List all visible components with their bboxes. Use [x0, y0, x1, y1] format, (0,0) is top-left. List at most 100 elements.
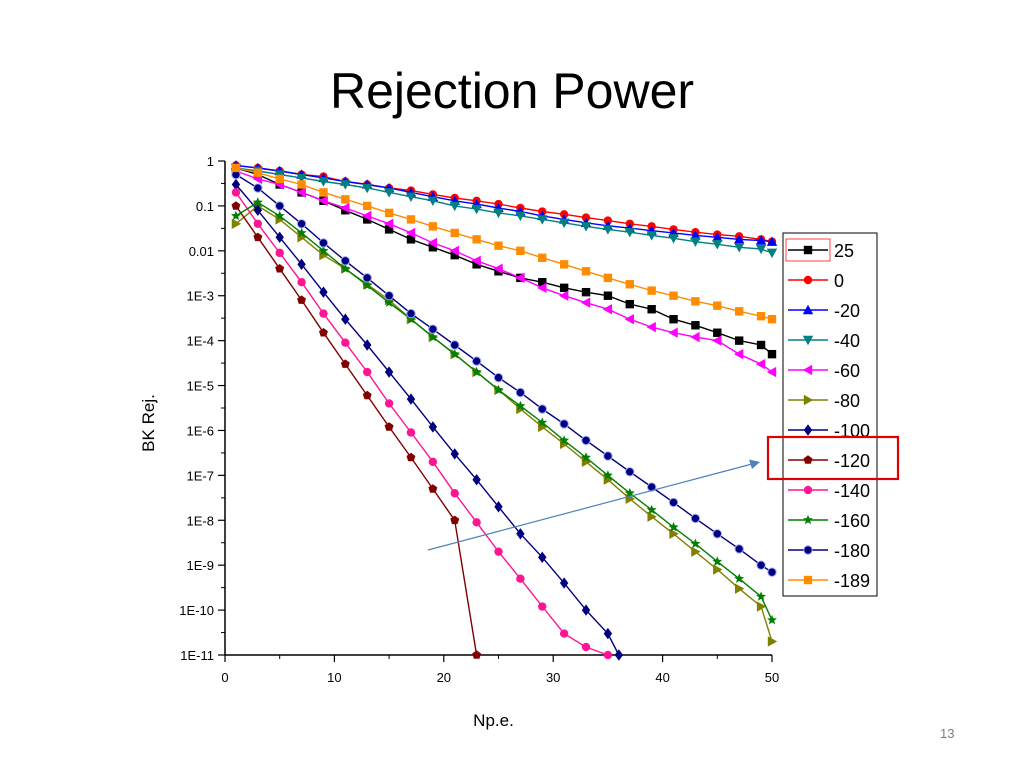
- data-point: [471, 255, 481, 266]
- legend-label: -120: [834, 451, 870, 471]
- legend-marker: [802, 364, 813, 376]
- y-tick-label: 1E-6: [187, 423, 214, 438]
- data-point: [363, 201, 372, 211]
- data-point: [449, 201, 460, 212]
- data-point: [253, 232, 263, 242]
- y-tick-label: 0.1: [196, 199, 214, 214]
- data-point: [767, 567, 777, 577]
- series-line: [235, 167, 773, 320]
- chart-legend: 250-20-40-60-80-100-120-140-160-180-189: [766, 232, 900, 597]
- data-point: [384, 208, 394, 218]
- data-point: [297, 180, 306, 189]
- data-point: [384, 297, 394, 307]
- data-point: [493, 208, 504, 219]
- legend-entry--160: -160: [788, 511, 870, 531]
- data-point: [428, 243, 438, 252]
- x-tick-label: 30: [546, 670, 560, 685]
- legend-box: [782, 232, 878, 597]
- data-point: [668, 327, 678, 338]
- data-point: [450, 340, 460, 350]
- data-point: [647, 286, 656, 295]
- legend-label: -80: [834, 391, 860, 411]
- data-point: [471, 204, 482, 215]
- data-point: [406, 428, 416, 437]
- data-point: [493, 384, 504, 395]
- data-point: [341, 313, 350, 325]
- annotation-arrow-line: [427, 463, 753, 551]
- data-point: [274, 210, 285, 221]
- data-point: [690, 230, 701, 240]
- data-point: [493, 372, 504, 383]
- legend-entry--40: -40: [788, 331, 860, 351]
- data-point: [712, 240, 723, 250]
- data-point: [231, 210, 241, 221]
- data-point: [449, 349, 460, 359]
- data-point: [319, 286, 328, 298]
- slide-title: Rejection Power: [329, 63, 695, 119]
- data-point: [646, 504, 657, 515]
- data-point: [428, 222, 438, 231]
- data-point: [383, 218, 394, 229]
- legend-entry--20: -20: [788, 301, 860, 321]
- data-point: [296, 219, 307, 229]
- data-point: [318, 195, 328, 206]
- chart-axes: 1 0.1 0.01 1E-3 1E-4 1E-5 1E-6 1E-7 1E-8 1E-9 1E-1…: [139, 154, 779, 730]
- y-tick-label: 1E-10: [179, 603, 214, 618]
- data-point: [713, 301, 722, 310]
- data-point: [581, 287, 591, 297]
- y-tick-label: 1E-7: [187, 468, 214, 483]
- data-point: [647, 305, 656, 314]
- data-point: [428, 324, 438, 334]
- x-tick-label: 10: [327, 670, 341, 685]
- data-point: [767, 614, 777, 625]
- series--100: [231, 178, 624, 661]
- data-point: [690, 513, 701, 524]
- legend-marker: [803, 545, 813, 555]
- data-point: [624, 227, 635, 238]
- data-point: [493, 263, 503, 274]
- data-point: [516, 246, 525, 256]
- legend-label: -60: [834, 361, 860, 381]
- series-25: [231, 163, 777, 359]
- series--189: [231, 163, 777, 324]
- data-point: [231, 201, 241, 210]
- data-point: [538, 602, 547, 611]
- data-point: [253, 168, 263, 177]
- data-point: [713, 564, 723, 575]
- data-point: [669, 315, 678, 324]
- data-point: [297, 295, 306, 304]
- data-point: [319, 328, 328, 337]
- data-point: [319, 188, 328, 197]
- data-point: [340, 256, 351, 266]
- legend-marker: [803, 575, 813, 585]
- legend-marker: [803, 424, 813, 436]
- legend-marker: [803, 245, 813, 255]
- series-line: [235, 170, 773, 373]
- series--80: [231, 200, 778, 647]
- data-point: [756, 312, 766, 321]
- data-point: [318, 245, 329, 255]
- y-tick-label: 1: [207, 154, 214, 169]
- data-point: [668, 497, 679, 508]
- data-point: [733, 348, 744, 360]
- data-point: [624, 314, 634, 325]
- data-point: [450, 250, 459, 260]
- data-point: [450, 228, 459, 238]
- y-tick-label: 1E-4: [187, 334, 214, 349]
- data-point: [427, 237, 438, 249]
- data-point: [691, 321, 700, 330]
- y-tick-label: 1E-5: [187, 379, 214, 394]
- legend-label: -140: [834, 481, 870, 501]
- data-point: [690, 331, 700, 343]
- data-point: [559, 629, 569, 638]
- data-point: [450, 515, 460, 525]
- data-point: [363, 367, 372, 377]
- legend-marker: [803, 455, 813, 464]
- data-point: [341, 195, 350, 204]
- data-point: [603, 216, 613, 225]
- y-tick-label: 1E-8: [187, 513, 214, 528]
- data-point: [340, 263, 351, 273]
- data-point: [766, 366, 777, 378]
- data-point: [384, 422, 394, 431]
